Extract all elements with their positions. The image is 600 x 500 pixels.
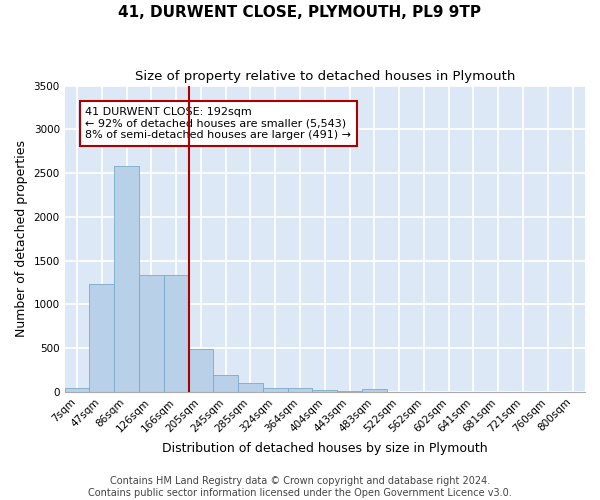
Bar bbox=[263, 388, 287, 392]
Bar bbox=[114, 166, 139, 392]
Bar bbox=[164, 274, 188, 392]
Bar bbox=[139, 274, 164, 392]
Bar bbox=[287, 388, 313, 392]
Bar bbox=[65, 388, 89, 392]
Bar bbox=[188, 349, 214, 392]
Text: 41, DURWENT CLOSE, PLYMOUTH, PL9 9TP: 41, DURWENT CLOSE, PLYMOUTH, PL9 9TP bbox=[119, 5, 482, 20]
Bar bbox=[313, 390, 337, 392]
Text: Contains HM Land Registry data © Crown copyright and database right 2024.
Contai: Contains HM Land Registry data © Crown c… bbox=[88, 476, 512, 498]
X-axis label: Distribution of detached houses by size in Plymouth: Distribution of detached houses by size … bbox=[162, 442, 488, 455]
Bar bbox=[89, 284, 114, 392]
Bar bbox=[362, 390, 387, 392]
Text: 41 DURWENT CLOSE: 192sqm
← 92% of detached houses are smaller (5,543)
8% of semi: 41 DURWENT CLOSE: 192sqm ← 92% of detach… bbox=[85, 107, 352, 140]
Bar bbox=[238, 383, 263, 392]
Y-axis label: Number of detached properties: Number of detached properties bbox=[15, 140, 28, 338]
Bar bbox=[214, 375, 238, 392]
Bar bbox=[337, 390, 362, 392]
Title: Size of property relative to detached houses in Plymouth: Size of property relative to detached ho… bbox=[134, 70, 515, 83]
